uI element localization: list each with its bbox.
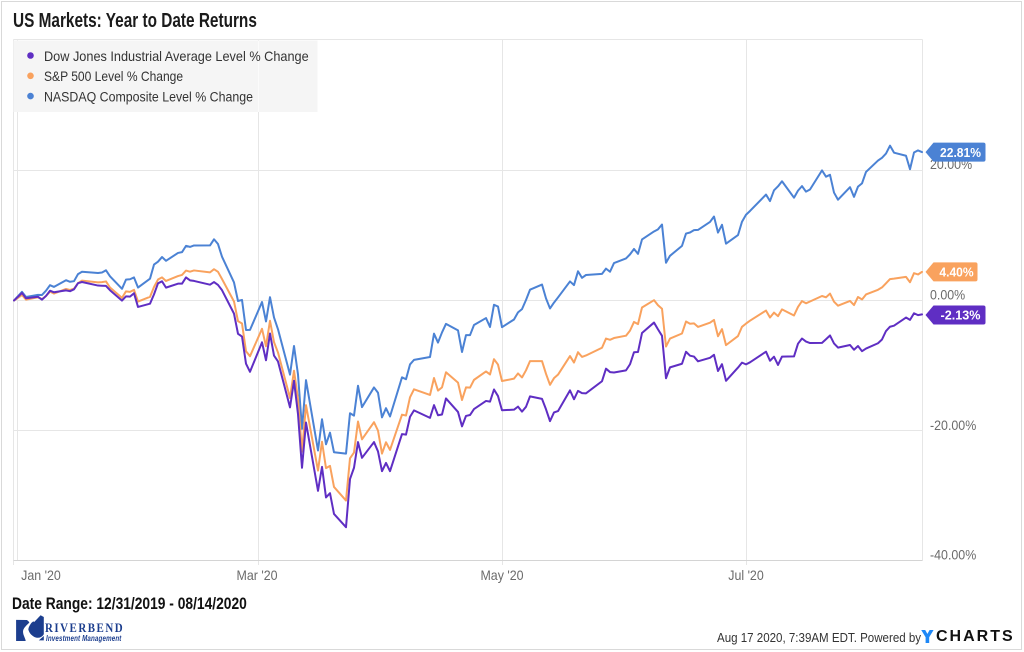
svg-text:22.81%: 22.81% [940, 145, 981, 159]
svg-text:-40.00%: -40.00% [930, 547, 977, 563]
svg-text:-2.13%: -2.13% [941, 308, 982, 323]
svg-text:Jan '20: Jan '20 [21, 568, 61, 584]
svg-text:Jul '20: Jul '20 [728, 568, 764, 584]
svg-text:4.40%: 4.40% [939, 265, 973, 279]
svg-text:Dow Jones Industrial Average L: Dow Jones Industrial Average Level % Cha… [44, 48, 309, 64]
svg-text:-20.00%: -20.00% [930, 418, 977, 434]
svg-text:May '20: May '20 [480, 568, 523, 584]
svg-text:NASDAQ Composite Level % Chang: NASDAQ Composite Level % Change [44, 89, 253, 105]
svg-text:Mar '20: Mar '20 [236, 568, 277, 584]
svg-text:S&P 500 Level % Change: S&P 500 Level % Change [44, 68, 183, 84]
svg-text:0.00%: 0.00% [930, 287, 966, 303]
